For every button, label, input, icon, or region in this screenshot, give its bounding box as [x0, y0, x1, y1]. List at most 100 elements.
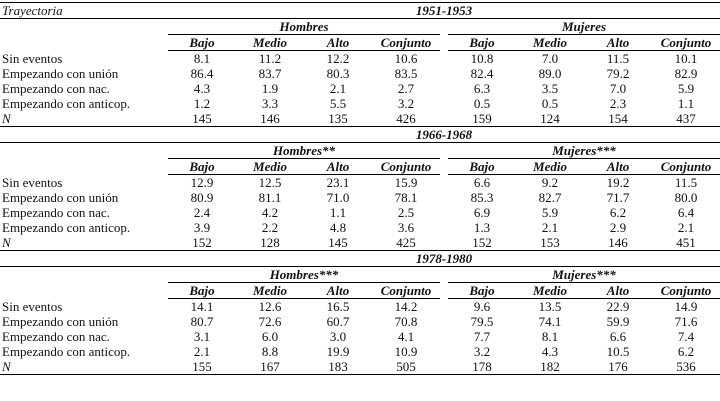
column-header: Bajo — [168, 158, 236, 175]
data-row: Empezando con nac. 4.3 1.9 2.1 2.7 6.3 3.5 7.0 5… — [0, 81, 720, 96]
data-table: Trayectoria 1951-1953 Hombres Mujeres Bajo Me… — [0, 2, 720, 375]
column-header: Conjunto — [372, 158, 440, 175]
value-cell: 2.1 — [329, 81, 347, 96]
value-cell: 3.9 — [193, 220, 211, 235]
value-cell: 12.6 — [258, 299, 282, 314]
value-cell: 3.6 — [397, 220, 415, 235]
value-cell: 83.5 — [394, 66, 418, 81]
value-cell: 72.6 — [258, 314, 282, 329]
value-cell: 8.1 — [541, 329, 559, 344]
value-cell: 89.0 — [538, 66, 562, 81]
data-row: N 155 167 183 505 178 182 176 536 — [0, 359, 720, 375]
group-header: Mujeres*** — [448, 142, 720, 159]
row-label: Empezando con unión — [2, 190, 119, 205]
value-cell: 3.1 — [193, 329, 211, 344]
value-cell: 7.4 — [677, 329, 695, 344]
value-cell: 7.0 — [609, 81, 627, 96]
value-cell: 86.4 — [190, 66, 214, 81]
period: 1978-1980 — [168, 250, 720, 267]
value-cell: 2.3 — [609, 96, 627, 111]
empty-cell — [0, 159, 168, 175]
value-cell: 12.9 — [190, 175, 214, 190]
value-cell: 85.3 — [470, 190, 494, 205]
column-header: Bajo — [448, 282, 516, 299]
value-cell: 82.4 — [470, 66, 494, 81]
period: 1966-1968 — [168, 126, 720, 143]
row-label: Sin eventos — [2, 174, 63, 190]
empty-cell — [440, 220, 448, 235]
data-row: Empezando con nac. 2.4 4.2 1.1 2.5 6.9 5.9 6.2 6… — [0, 205, 720, 220]
value-cell: 9.2 — [541, 175, 559, 190]
value-cell: 78.1 — [394, 190, 418, 205]
value-cell: 183 — [304, 359, 372, 375]
value-cell: 5.5 — [329, 96, 347, 111]
period: 1951-1953 — [168, 2, 720, 19]
value-cell: 1.2 — [193, 96, 211, 111]
value-cell: 6.4 — [677, 205, 695, 220]
value-cell: 6.0 — [261, 329, 279, 344]
data-row: Empezando con unión 80.7 72.6 60.7 70.8 79.5 7… — [0, 314, 720, 329]
row-label: Empezando con nac. — [2, 329, 110, 344]
value-cell: 80.7 — [190, 314, 214, 329]
value-cell: 80.0 — [674, 190, 698, 205]
value-cell: 2.1 — [541, 220, 559, 235]
value-cell: 15.9 — [394, 175, 418, 190]
value-cell: 19.9 — [326, 344, 350, 359]
value-cell: 3.2 — [473, 344, 491, 359]
empty-cell — [440, 19, 448, 35]
value-cell: 9.6 — [473, 299, 491, 314]
value-cell: 2.9 — [609, 220, 627, 235]
value-cell: 4.3 — [541, 344, 559, 359]
period-row: 1966-1968 — [0, 126, 720, 143]
value-cell: 3.3 — [261, 96, 279, 111]
value-cell: 6.6 — [473, 175, 491, 190]
empty-cell — [440, 314, 448, 329]
stub-header: Trayectoria — [0, 2, 168, 19]
value-cell: 14.1 — [190, 299, 214, 314]
value-cell: 71.6 — [674, 314, 698, 329]
value-cell: 2.2 — [261, 220, 279, 235]
value-cell: 128 — [260, 235, 280, 250]
value-cell: 145 — [192, 111, 212, 126]
empty-cell — [440, 143, 448, 159]
data-row: Empezando con anticop. 3.9 2.2 4.8 3.6 1.3 2.1… — [0, 220, 720, 235]
data-row: Empezando con unión 80.9 81.1 71.0 78.1 85.3 8… — [0, 190, 720, 205]
value-cell: 5.9 — [677, 81, 695, 96]
value-cell: 23.1 — [326, 175, 350, 190]
subheader-row: Bajo Medio Alto Conjunto Bajo Medio Alto Conjun… — [0, 282, 720, 299]
value-cell: 536 — [652, 359, 720, 375]
value-cell: 10.9 — [394, 344, 418, 359]
value-cell: 7.7 — [473, 329, 491, 344]
value-cell: 16.5 — [326, 299, 350, 314]
value-cell: 4.1 — [397, 329, 415, 344]
value-cell: 145 — [328, 235, 348, 250]
value-cell: 152 — [192, 235, 212, 250]
value-cell: 5.9 — [541, 205, 559, 220]
column-header: Conjunto — [372, 34, 440, 51]
empty-cell — [0, 19, 168, 35]
empty-cell — [440, 111, 448, 127]
value-cell: 146 — [260, 111, 280, 126]
value-cell: 4.8 — [329, 220, 347, 235]
column-header: Medio — [516, 282, 584, 299]
value-cell: 83.7 — [258, 66, 282, 81]
value-cell: 4.2 — [261, 205, 279, 220]
column-header: Medio — [236, 282, 304, 299]
value-cell: 79.5 — [470, 314, 494, 329]
value-cell: 437 — [676, 111, 696, 126]
empty-cell — [440, 329, 448, 344]
value-cell: 8.1 — [193, 51, 211, 66]
value-cell: 124 — [540, 111, 560, 126]
group-row: Hombres Mujeres — [0, 18, 720, 35]
value-cell: 2.1 — [193, 344, 211, 359]
row-label: Empezando con nac. — [2, 81, 110, 96]
value-cell: 3.5 — [541, 81, 559, 96]
row-label: Empezando con anticop. — [2, 220, 131, 235]
value-cell: 426 — [396, 111, 416, 126]
value-cell: 1.3 — [473, 220, 491, 235]
value-cell: 451 — [676, 235, 696, 250]
value-cell: 71.7 — [606, 190, 630, 205]
data-row: Sin eventos 8.1 11.2 12.2 10.6 10.8 7.0 11.5 10.… — [0, 51, 720, 67]
group-row: Hombres*** Mujeres*** — [0, 266, 720, 283]
subheader-row: Bajo Medio Alto Conjunto Bajo Medio Alto Conjun… — [0, 34, 720, 51]
